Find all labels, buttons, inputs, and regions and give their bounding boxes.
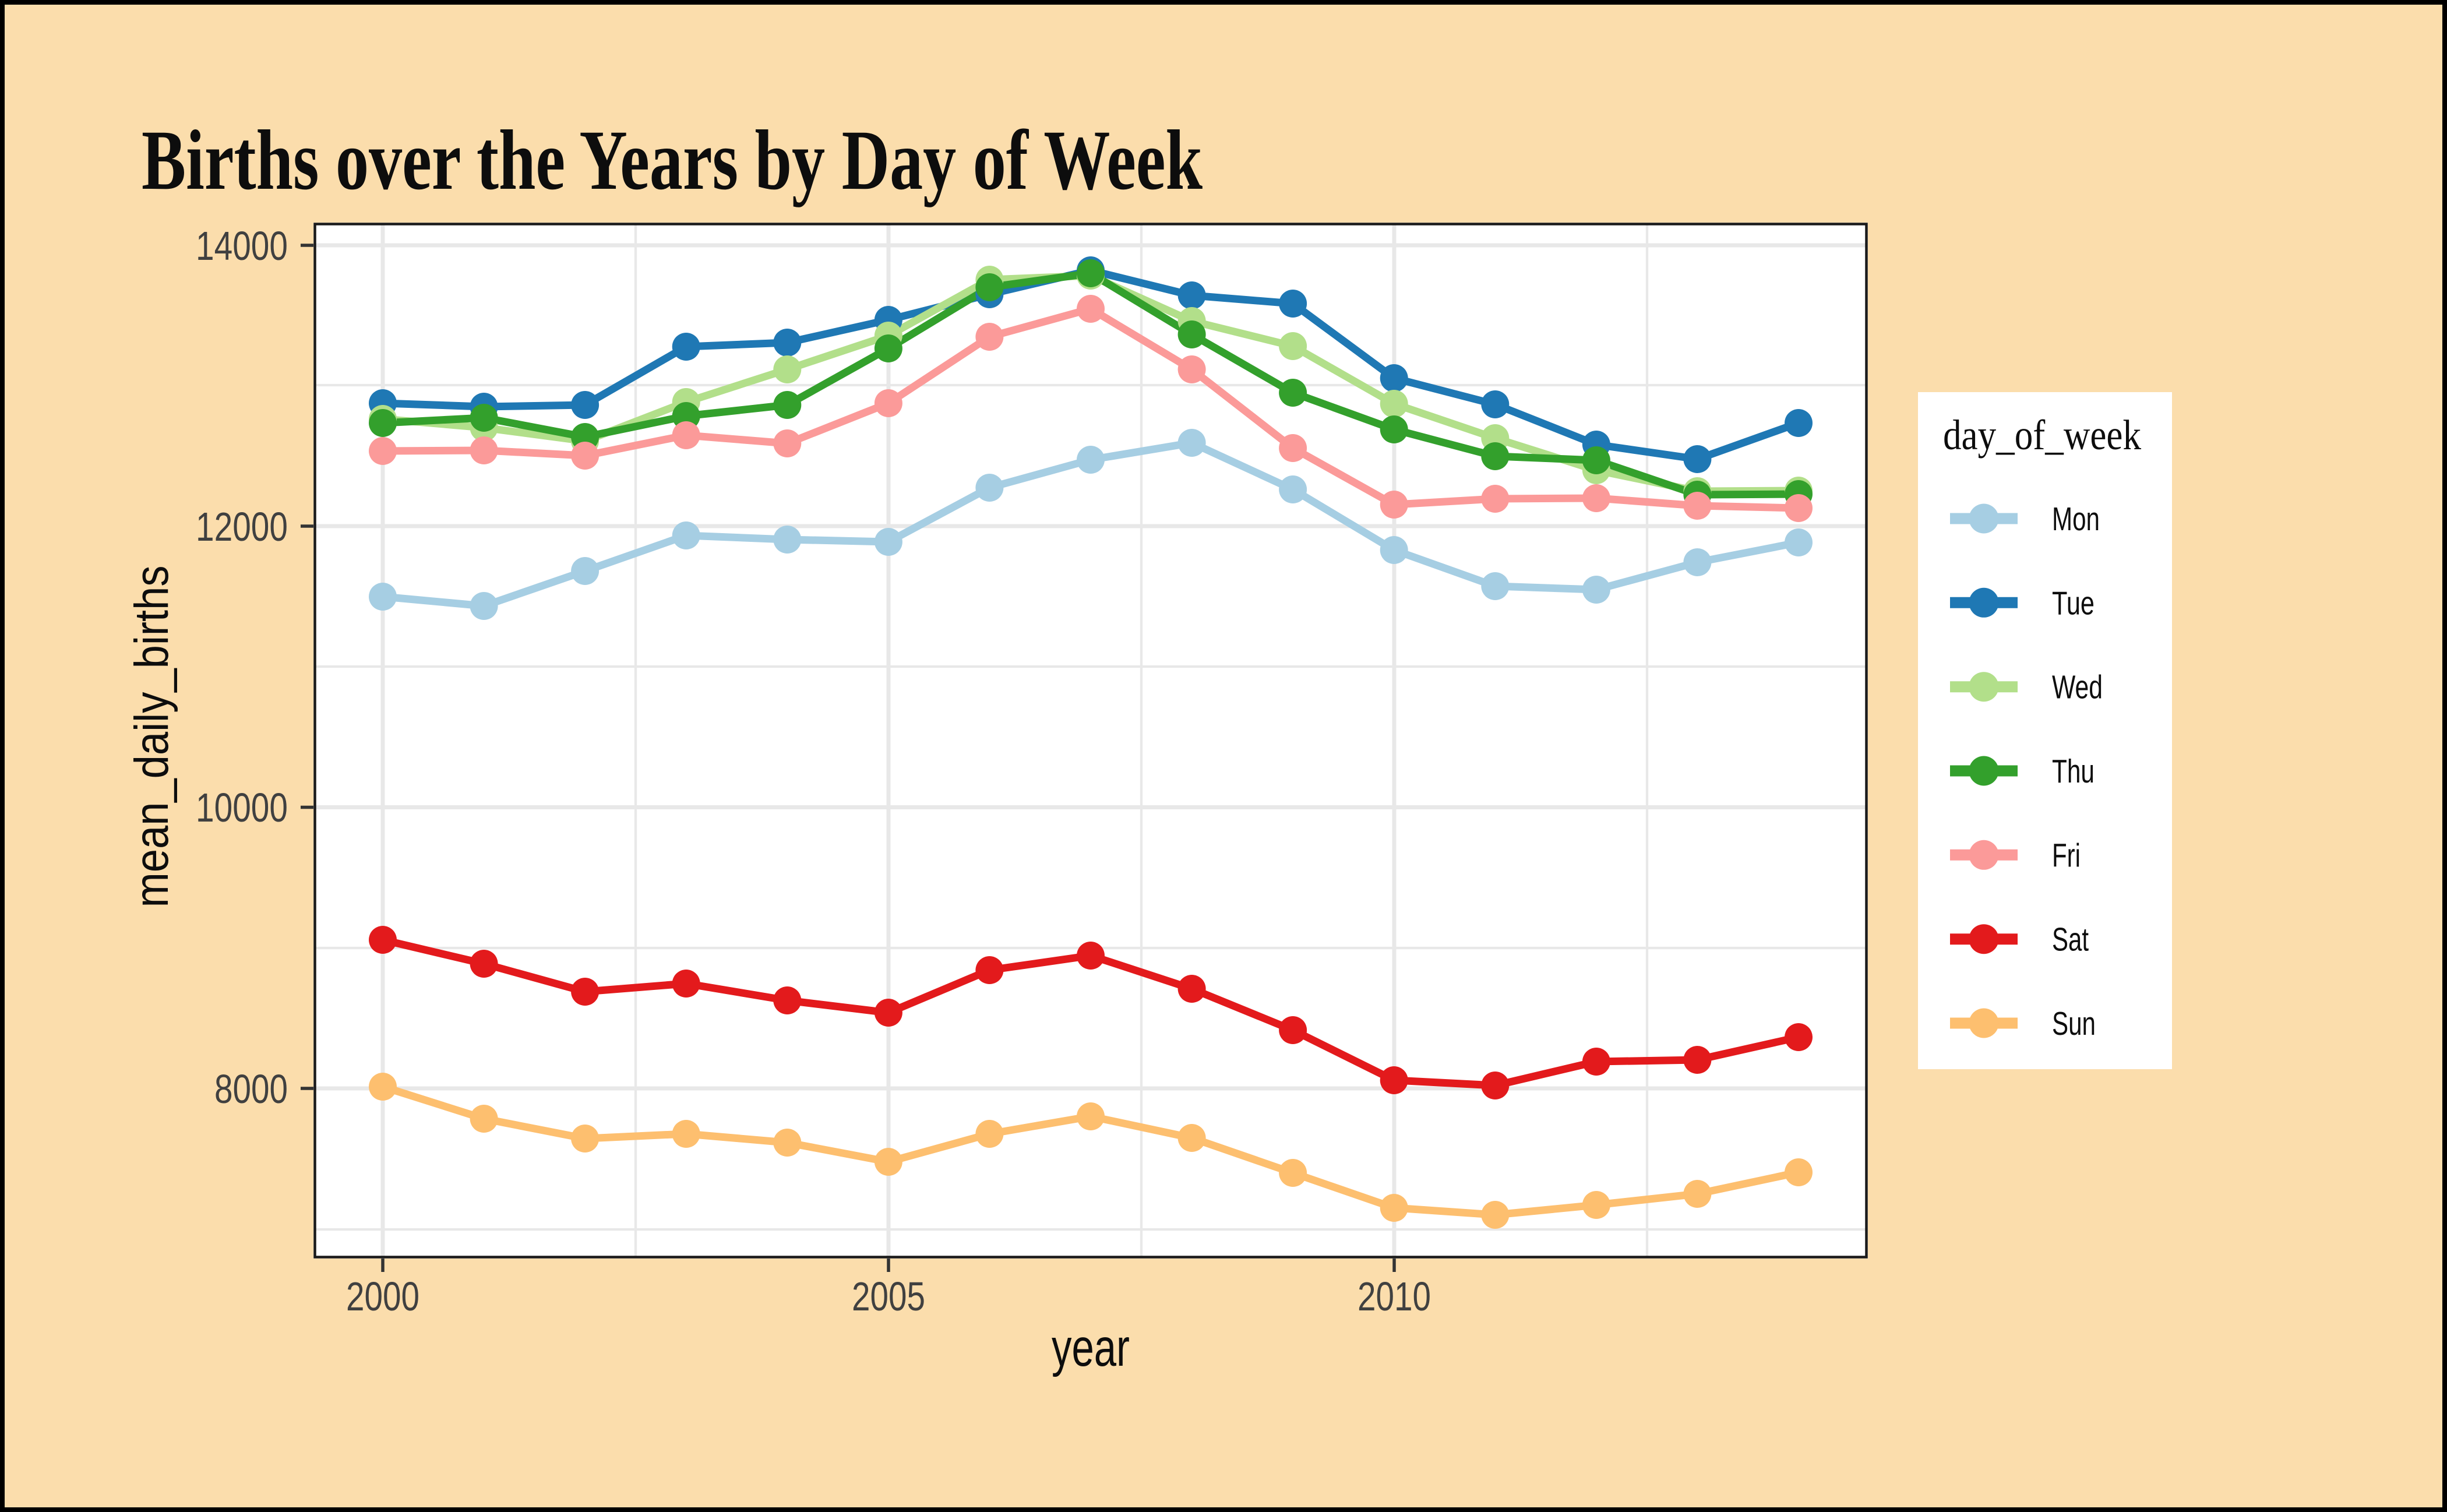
svg-text:2000: 2000 [346,1274,419,1319]
svg-text:Births over the Years by Day o: Births over the Years by Day of Week [142,112,1203,207]
svg-text:mean_daily_births: mean_daily_births [125,566,178,908]
svg-text:day_of_week: day_of_week [1943,411,2141,459]
svg-text:Mon: Mon [2052,501,2100,538]
svg-text:Sun: Sun [2052,1005,2096,1042]
svg-text:Sat: Sat [2052,921,2089,958]
svg-text:10000: 10000 [196,785,288,830]
svg-text:Thu: Thu [2052,753,2095,790]
svg-text:8000: 8000 [214,1066,288,1112]
svg-text:12000: 12000 [196,504,288,549]
svg-text:2010: 2010 [1358,1274,1431,1319]
svg-text:14000: 14000 [196,223,288,269]
svg-text:Fri: Fri [2052,837,2081,874]
svg-text:Wed: Wed [2052,669,2103,706]
svg-text:2005: 2005 [852,1274,925,1319]
svg-text:year: year [1052,1319,1130,1377]
svg-text:Tue: Tue [2052,584,2095,622]
